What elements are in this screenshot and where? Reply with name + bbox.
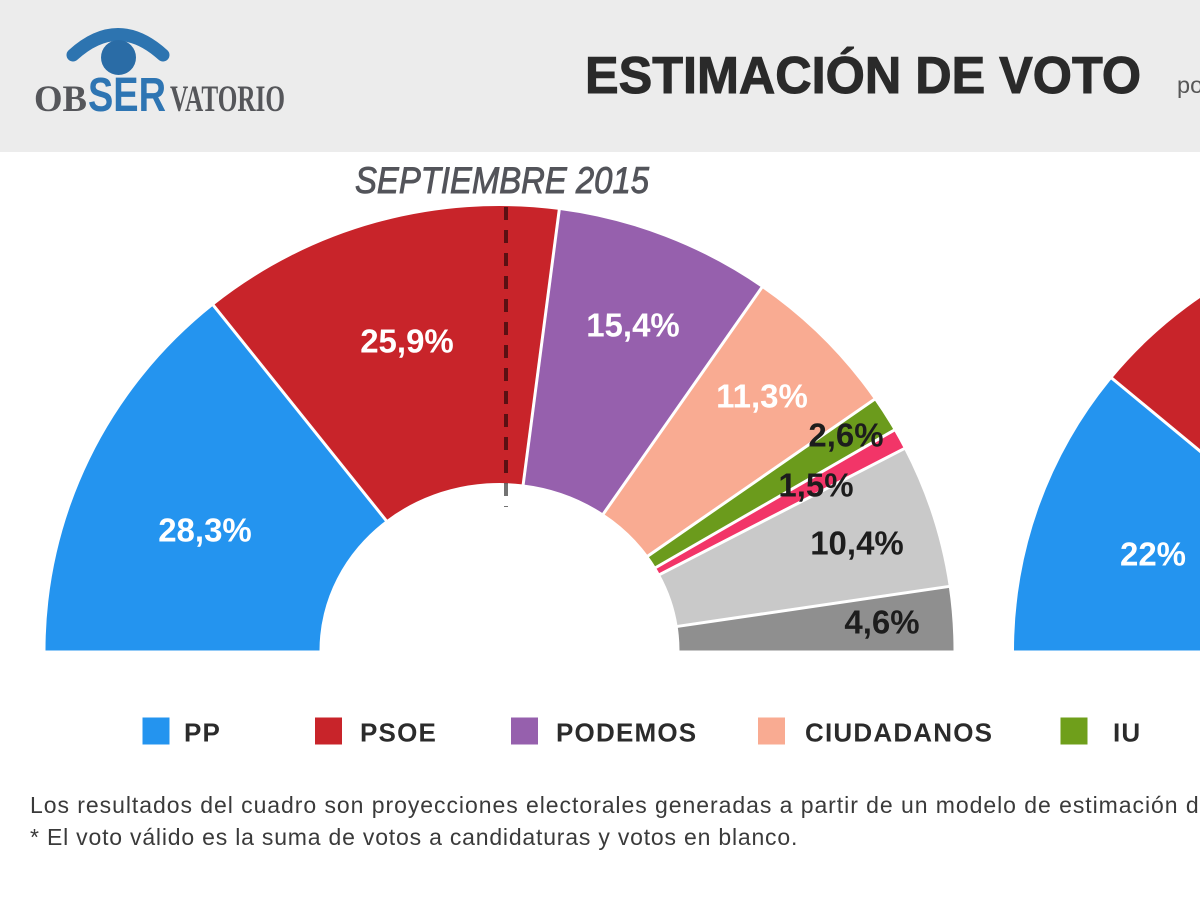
- svg-text:11,3%: 11,3%: [716, 378, 808, 415]
- svg-text:OB: OB: [34, 79, 87, 120]
- svg-text:porcentaje sobre voto válido: porcentaje sobre voto válido: [1177, 72, 1200, 98]
- svg-text:ESTIMACIÓN DE VOTO: ESTIMACIÓN DE VOTO: [585, 47, 1141, 105]
- svg-text:CIUDADANOS: CIUDADANOS: [805, 718, 993, 748]
- svg-text:IU: IU: [1113, 718, 1141, 748]
- svg-text:25,9%: 25,9%: [360, 323, 454, 360]
- svg-text:SER: SER: [88, 69, 166, 122]
- svg-text:28,3%: 28,3%: [158, 512, 252, 549]
- svg-text:2,6%: 2,6%: [808, 417, 883, 454]
- svg-text:15,4%: 15,4%: [586, 307, 680, 344]
- svg-text:1,5%: 1,5%: [778, 467, 853, 504]
- svg-text:22%: 22%: [1120, 536, 1186, 573]
- svg-text:Los resultados del cuadro son: Los resultados del cuadro son proyeccion…: [30, 792, 1200, 818]
- svg-text:PODEMOS: PODEMOS: [556, 718, 697, 748]
- svg-text:* El voto válido es la suma de: * El voto válido es la suma de votos a c…: [30, 824, 798, 850]
- svg-text:VATORIO: VATORIO: [170, 79, 285, 120]
- svg-text:4,6%: 4,6%: [844, 604, 919, 641]
- svg-text:10,4%: 10,4%: [810, 525, 904, 562]
- svg-text:PSOE: PSOE: [360, 718, 437, 748]
- svg-text:SEPTIEMBRE 2015: SEPTIEMBRE 2015: [355, 160, 649, 201]
- svg-text:PP: PP: [184, 718, 221, 748]
